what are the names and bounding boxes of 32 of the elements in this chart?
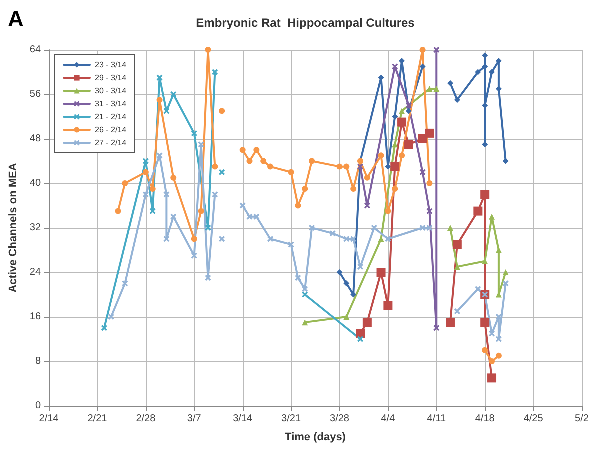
x-tick-label: 4/4	[381, 414, 396, 424]
legend-label: 30 - 3/14	[95, 86, 128, 96]
x-tick-label: 2/28	[136, 414, 156, 424]
x-tick-label: 4/18	[475, 414, 496, 424]
x-tick-label: 3/7	[187, 414, 202, 424]
legend-label: 23 - 3/14	[95, 60, 128, 70]
x-axis-title: Time (days)	[285, 432, 346, 444]
legend-label: 31 - 3/14	[95, 100, 128, 108]
y-tick-label: 64	[30, 44, 42, 56]
y-tick-label: 16	[30, 312, 42, 322]
chart-title: Embryonic Rat Hippocampal Cultures	[196, 16, 416, 30]
legend-label: 26 - 2/14	[95, 126, 128, 134]
x-tick-label: 3/14	[233, 414, 253, 424]
y-tick-label: 0	[35, 400, 42, 412]
text: A	[8, 6, 24, 32]
x-tick-label: 3/28	[330, 414, 350, 424]
legend-label: 27 - 2/14	[95, 138, 128, 148]
x-tick-label: 4/25	[524, 414, 544, 424]
x-tick-label: 3/21	[282, 414, 302, 424]
y-tick-label: 56	[30, 89, 42, 100]
y-tick-label: 8	[35, 356, 42, 367]
y-tick-label: 24	[30, 267, 42, 278]
y-axis-title: Active Channels on MEA	[8, 163, 20, 293]
x-tick-label: 4/11	[427, 414, 446, 424]
legend-label: 29 - 3/14	[95, 74, 128, 82]
x-tick-label: 2/14	[39, 414, 60, 424]
y-tick-label: 40	[30, 178, 42, 189]
y-tick-label: 48	[30, 134, 42, 144]
legend-label: 21 - 2/14	[95, 112, 128, 122]
x-tick-label: 2/21	[88, 414, 108, 424]
y-tick-label: 32	[30, 222, 42, 234]
x-tick-label: 5/2	[575, 414, 590, 424]
